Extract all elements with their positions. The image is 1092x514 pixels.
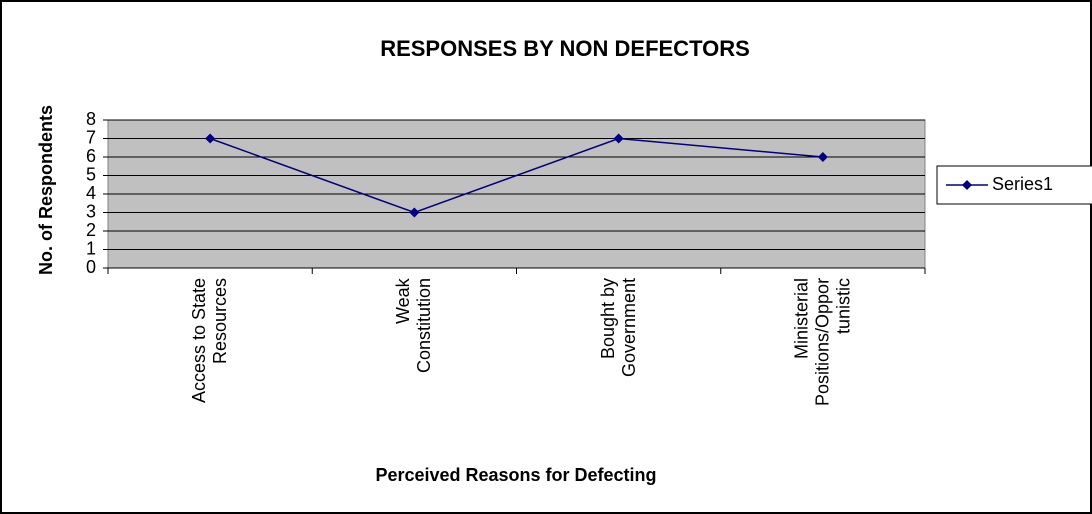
x-tick-label: Ministerial Positions/Oppor tunistic [791, 278, 854, 407]
x-tick-label: Bought by Government [597, 278, 639, 378]
y-tick-label: 3 [86, 201, 96, 221]
y-tick-label: 8 [86, 109, 96, 129]
y-tick-label: 5 [86, 164, 96, 184]
series-line [209, 137, 823, 214]
data-point [817, 152, 828, 162]
data-point [409, 207, 420, 218]
x-tick-label: Weak Constitution [393, 278, 435, 374]
y-tick-label: 1 [86, 238, 96, 258]
x-axis-label: Perceived Reasons for Defecting [375, 465, 656, 485]
y-tick-label: 7 [86, 127, 96, 147]
x-tick-label: Access to State Resources [189, 278, 231, 404]
y-axis-label: No. of Respondents [36, 105, 56, 275]
legend-label: Series1 [992, 174, 1053, 194]
y-tick-label: 6 [86, 146, 96, 166]
legend-box [936, 165, 1092, 205]
data-point [205, 133, 216, 144]
y-tick-label: 0 [86, 257, 96, 277]
chart-title: RESPONSES BY NON DEFECTORS [380, 36, 750, 61]
data-point [613, 133, 624, 144]
y-tick-label: 2 [86, 220, 96, 240]
y-tick-label: 4 [86, 183, 96, 203]
legend-marker [962, 180, 972, 190]
